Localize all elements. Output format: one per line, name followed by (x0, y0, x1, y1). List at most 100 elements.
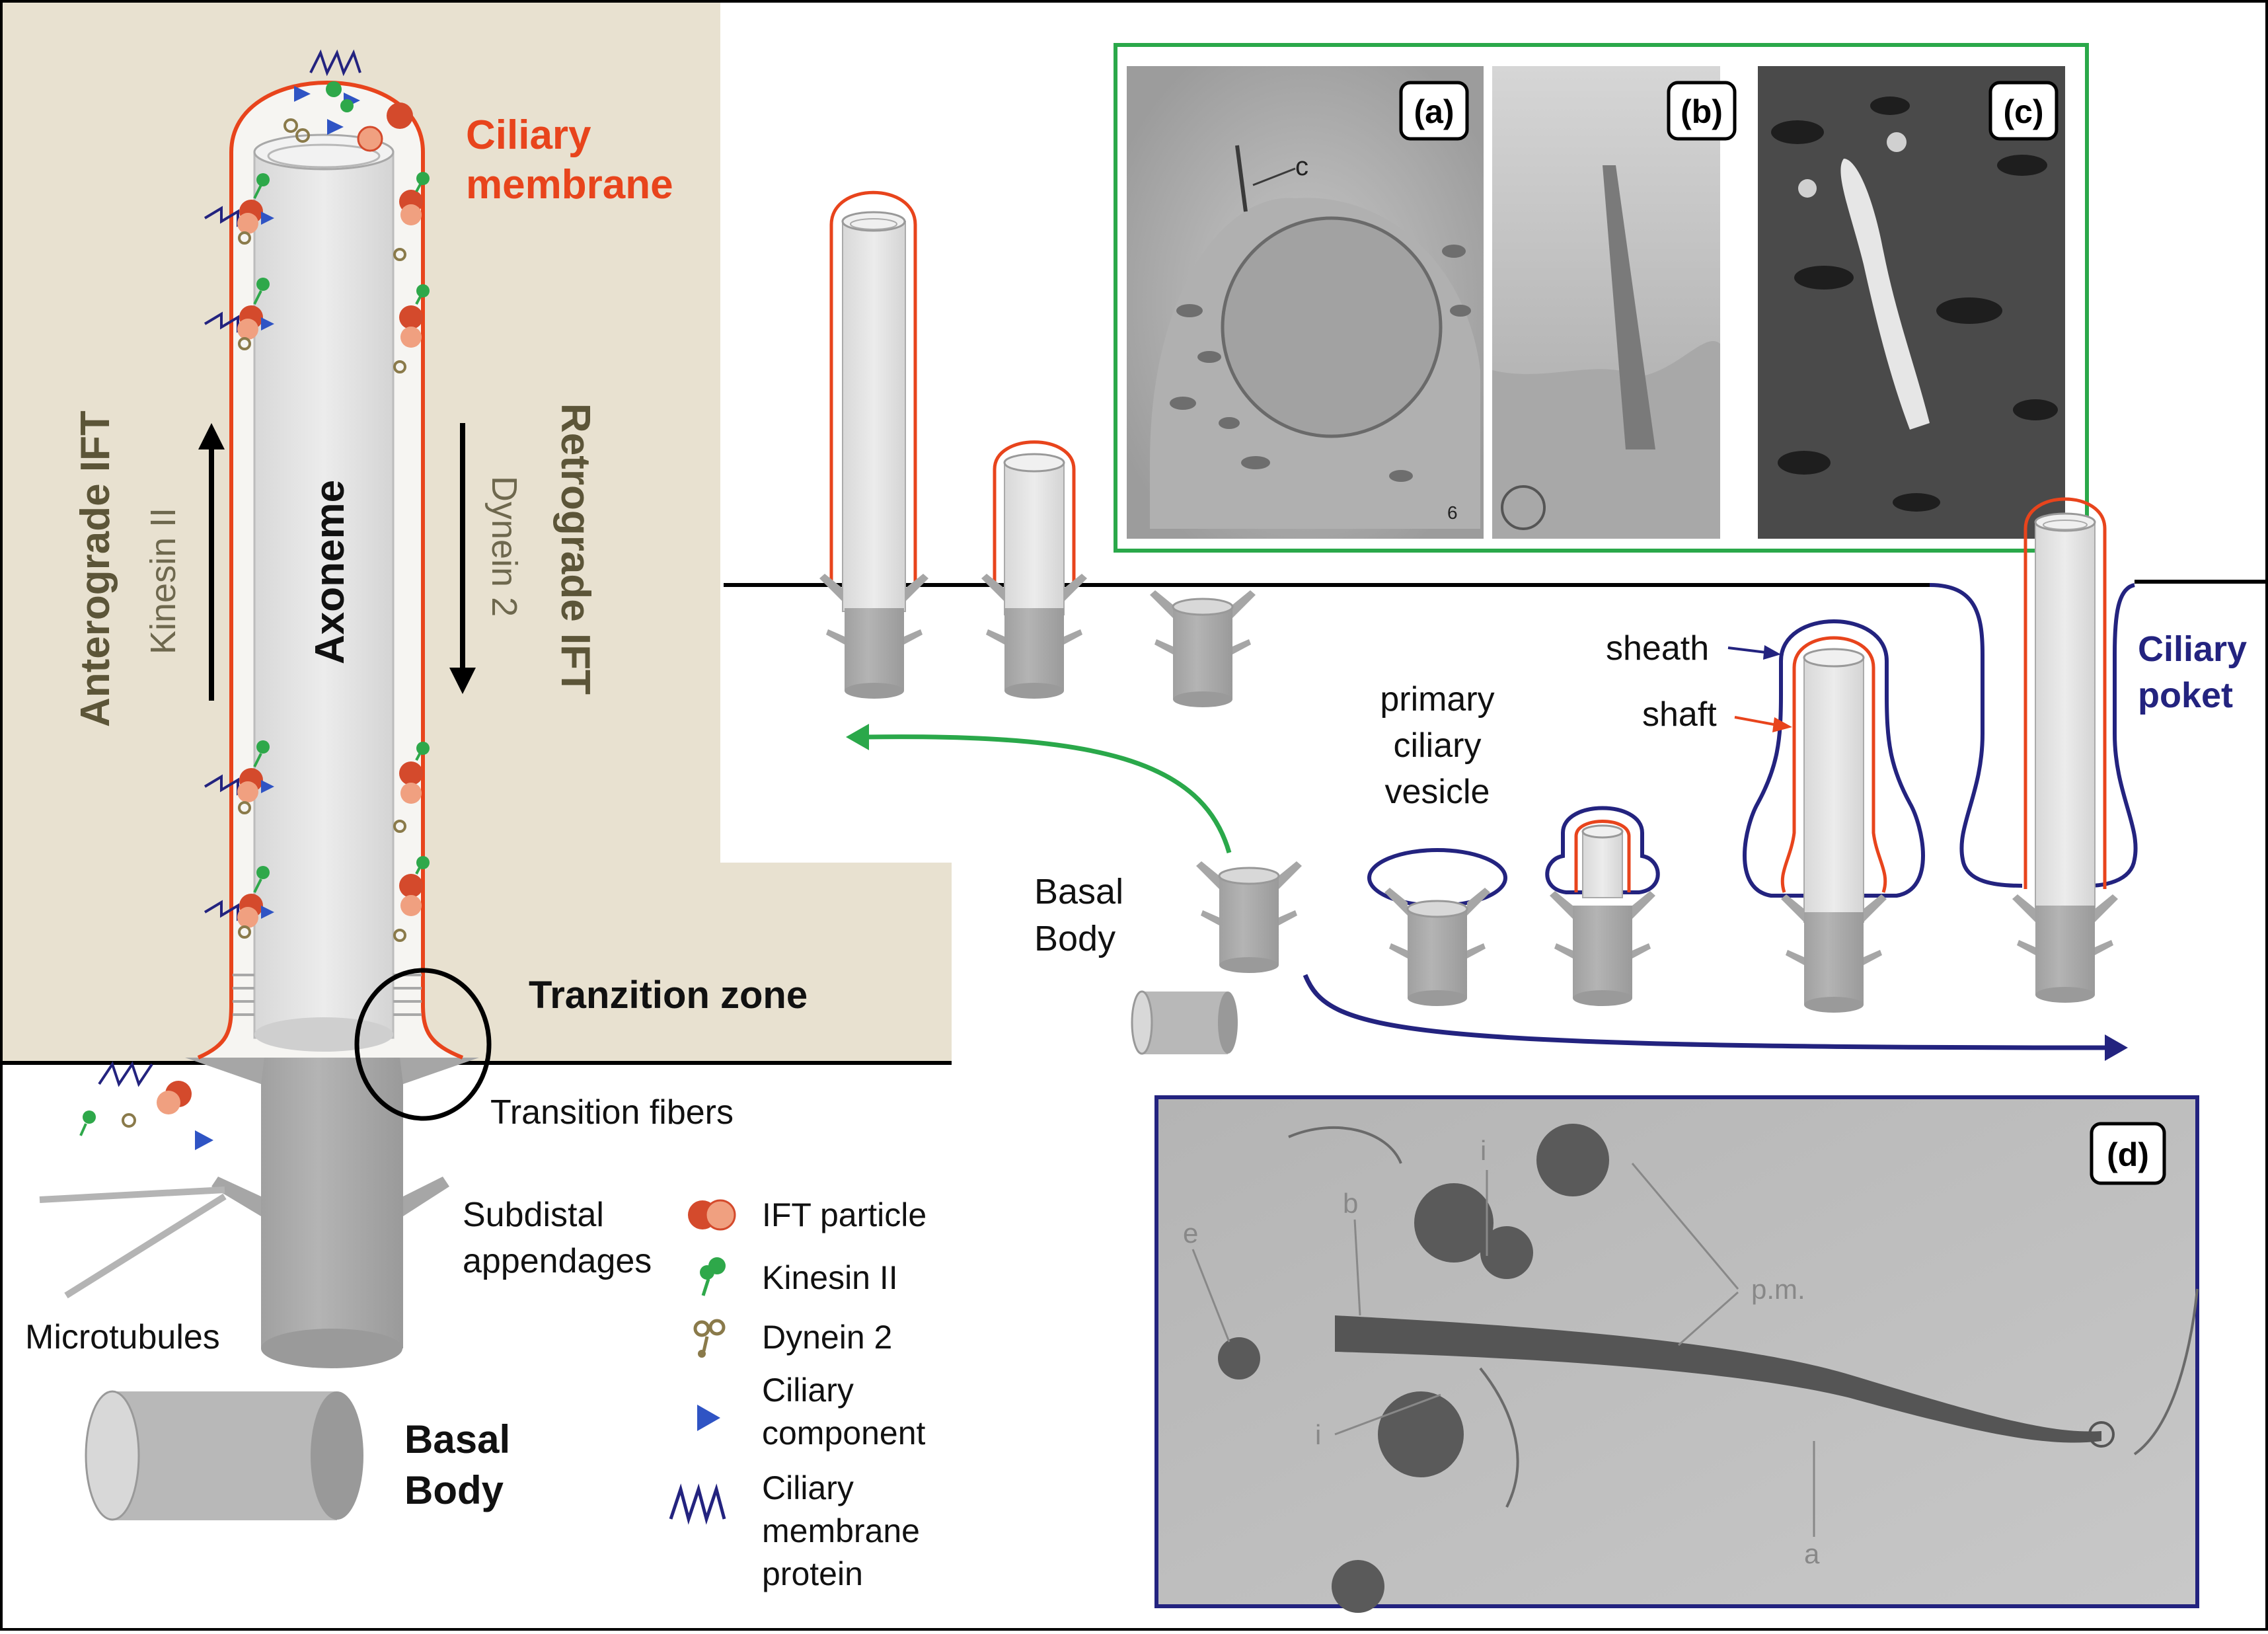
label-ciliary-membrane-line2: membrane (466, 162, 673, 208)
mid-ciliogenesis-stage (1743, 619, 1925, 1013)
micrograph-d-pointer-i-bottom (1334, 1393, 1441, 1436)
ift-train-right-lower2 (393, 856, 430, 942)
anterograde-arrow-head (198, 423, 225, 449)
micrograph-d-letter-i-bottom: i (1315, 1419, 1321, 1450)
label-retrograde-ift: Retrograde IFT (552, 403, 598, 695)
legend-dynein-label: Dynein 2 (762, 1319, 892, 1356)
subdistal-appendage-right (403, 1177, 449, 1216)
intracellular-daughter-centriole (1131, 990, 1238, 1055)
micrograph-frame-green (1114, 43, 2089, 553)
cytoplasm-ift-cluster (79, 1061, 213, 1150)
green-pathway-arrowhead (846, 724, 869, 750)
label-ciliary-pocket-line2: poket (2138, 676, 2233, 715)
intracellular-basal-body (1196, 861, 1302, 973)
ift-train-left-upper2 (204, 278, 274, 350)
micrograph-d-letter-b: b (1343, 1188, 1358, 1219)
label-ciliary-membrane-line1: Ciliary (466, 112, 591, 158)
label-basal-body-line1: Basal (404, 1417, 510, 1461)
label-kinesin-ii: Kinesin II (143, 508, 183, 654)
microtubule-2 (64, 1193, 227, 1299)
micrograph-d-vesicles (1218, 1124, 1609, 1613)
label-transition-fibers: Transition fibers (490, 1093, 734, 1132)
micrograph-a-label-box (1399, 81, 1469, 141)
micrograph-b-cell (1492, 340, 1720, 539)
label-vesicle-line2: ciliary (1394, 726, 1482, 765)
micrograph-d-letter-i-top: i (1480, 1135, 1486, 1166)
micrograph-d-pointer-b (1353, 1219, 1361, 1316)
label-ciliary-pocket-line1: Ciliary (2138, 629, 2247, 669)
transition-fiber-left (185, 1058, 264, 1084)
micrograph-d-pointer-pm2 (1678, 1291, 1739, 1346)
label-subdistal-line2: appendages (463, 1242, 652, 1280)
retrograde-arrow-head (449, 668, 476, 694)
subdistal-appendage-left (211, 1177, 261, 1216)
label-transition-zone: Tranzition zone (529, 974, 808, 1017)
legend-ift-particle-label: IFT particle (762, 1196, 926, 1233)
label-vesicle-line3: vesicle (1385, 773, 1490, 811)
transition-fiber-right (400, 1058, 479, 1084)
shaft-pointer-head (1772, 717, 1792, 732)
external-cilium-short (981, 440, 1087, 699)
micrograph-b-cilium (1603, 165, 1655, 449)
ift-train-left-upper (204, 173, 274, 245)
micrograph-d-letter-e: e (1183, 1218, 1198, 1249)
micrograph-d-label: (d) (2107, 1136, 2149, 1173)
legend-ciliary-component-icon (697, 1405, 720, 1431)
micrograph-a-cilium (1235, 145, 1248, 212)
micrograph-c-blob2 (1798, 179, 1817, 198)
microtubule-1 (39, 1187, 225, 1203)
label-sheath: sheath (1606, 629, 1709, 668)
micrograph-a-letter-c: c (1295, 152, 1308, 181)
basal-body-icon (85, 1390, 363, 1521)
label-microtubules: Microtubules (25, 1318, 220, 1356)
micrograph-d-label-box (2090, 1122, 2166, 1185)
micrograph-d-letter-a: a (1804, 1538, 1820, 1569)
micrograph-a-organelles (1170, 245, 1471, 482)
ift-train-left-lower2 (204, 866, 274, 939)
axoneme-cylinder (253, 151, 395, 1039)
label-axoneme: Axoneme (307, 480, 353, 664)
green-pathway-arrow (865, 734, 1232, 853)
micrograph-a-label: (a) (1414, 93, 1454, 130)
micrograph-a-pointer (1252, 167, 1296, 186)
ift-train-right-upper (393, 172, 430, 261)
label-right-basal-body-line1: Basal (1034, 872, 1123, 912)
micrograph-d-letter-pm: p.m. (1751, 1274, 1805, 1305)
early-ciliogenesis-stage (1545, 806, 1660, 1006)
legend-dynein-icon (693, 1319, 726, 1358)
micrograph-c-label-box (1988, 81, 2059, 141)
label-subdistal-line1: Subdistal (463, 1196, 604, 1234)
sheath-pointer-head (1763, 645, 1781, 660)
micrograph-c-texture (1771, 97, 2058, 512)
basal-body-cylinder (261, 1031, 403, 1348)
ift-train-right-upper2 (393, 284, 430, 373)
legend-membrane-protein-icon (669, 1483, 726, 1525)
micrograph-b-label-box (1667, 81, 1737, 141)
micrograph-c-label: (c) (2003, 93, 2043, 130)
micrograph-d-pointer-e (1191, 1249, 1230, 1342)
micrograph-d-tip (2088, 1421, 2115, 1448)
legend-membrane-protein-line2: membrane (762, 1512, 920, 1549)
micrograph-c-cilium (1840, 159, 1930, 430)
axoneme-top-inner (267, 143, 381, 169)
vesicle-basal-body (1384, 888, 1490, 1006)
label-vesicle-line1: primary (1380, 680, 1494, 719)
micrograph-d-pointer-pm1 (1631, 1163, 1739, 1290)
ift-train-right-lower (393, 742, 430, 833)
transition-zone-links (233, 974, 422, 1016)
legend-ciliary-component-line1: Ciliary (762, 1372, 854, 1409)
external-basal-body-only (1150, 590, 1256, 707)
micrograph-d-membranes (1288, 1126, 2199, 1508)
legend-kinesin-label: Kinesin II (762, 1259, 898, 1296)
micrograph-a-nucleus (1221, 216, 1443, 438)
legend-ift-particle-icon (688, 1199, 736, 1231)
axoneme-bottom (254, 1017, 393, 1052)
legend-membrane-protein-line3: protein (762, 1555, 863, 1592)
micrograph-b-label: (b) (1681, 93, 1723, 130)
label-anterograde-ift: Anterograde IFT (73, 410, 118, 727)
shaft-pointer (1734, 716, 1782, 727)
navy-pathway-arrowhead (2105, 1034, 2128, 1061)
micrograph-c-blob1 (1887, 132, 1907, 152)
